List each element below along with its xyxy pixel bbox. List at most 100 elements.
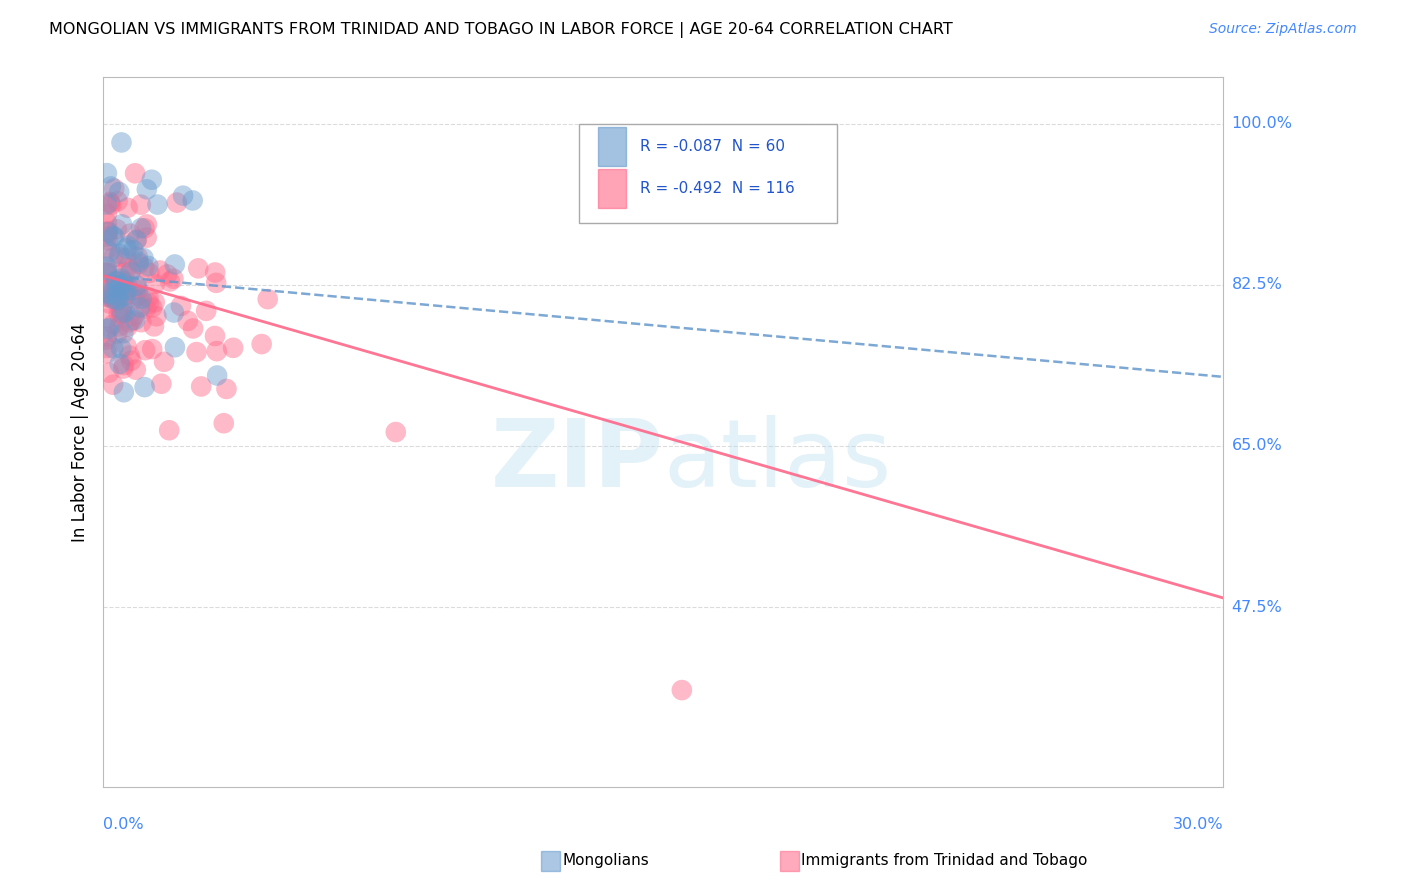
Point — [135, 230, 157, 244]
Point — [96, 333, 118, 347]
Point — [96, 229, 118, 244]
Text: Immigrants from Trinidad and Tobago: Immigrants from Trinidad and Tobago — [801, 854, 1088, 868]
Point — [114, 288, 136, 302]
Point — [97, 224, 120, 238]
Point — [97, 366, 120, 380]
Point — [122, 293, 145, 307]
Text: R = -0.087  N = 60: R = -0.087 N = 60 — [640, 139, 785, 153]
Point — [98, 194, 121, 209]
Point — [143, 295, 166, 310]
Point — [105, 282, 128, 296]
Point — [103, 250, 125, 264]
Point — [98, 244, 121, 259]
Point — [138, 266, 160, 280]
Point — [120, 227, 142, 241]
Point — [181, 321, 204, 335]
Point — [100, 198, 122, 212]
Point — [96, 266, 118, 280]
Point — [110, 278, 132, 293]
Point — [110, 342, 132, 356]
Point — [101, 292, 124, 306]
Point — [105, 222, 128, 236]
Point — [205, 344, 228, 359]
Text: R = -0.492  N = 116: R = -0.492 N = 116 — [640, 181, 794, 196]
Point — [142, 319, 165, 334]
Point — [177, 314, 200, 328]
Point — [96, 311, 118, 326]
Point — [96, 283, 118, 297]
Point — [163, 340, 186, 354]
Text: 100.0%: 100.0% — [1232, 116, 1292, 131]
Point — [96, 166, 118, 180]
Point — [108, 282, 131, 296]
Point — [112, 265, 135, 279]
Point — [204, 265, 226, 279]
Point — [117, 260, 139, 275]
Point — [125, 362, 148, 376]
Point — [129, 221, 152, 235]
Point — [105, 326, 128, 341]
Point — [108, 277, 131, 292]
Text: 82.5%: 82.5% — [1232, 277, 1282, 293]
Point — [111, 299, 134, 313]
Point — [108, 357, 131, 371]
Point — [96, 197, 118, 211]
Point — [97, 234, 120, 248]
Point — [110, 271, 132, 285]
Point — [117, 319, 139, 334]
Point — [96, 329, 118, 343]
Point — [124, 166, 146, 180]
Point — [108, 185, 131, 199]
Point — [134, 343, 156, 358]
Text: MONGOLIAN VS IMMIGRANTS FROM TRINIDAD AND TOBAGO IN LABOR FORCE | AGE 20-64 CORR: MONGOLIAN VS IMMIGRANTS FROM TRINIDAD AN… — [49, 22, 953, 38]
Point — [127, 250, 149, 264]
Point — [112, 277, 135, 291]
Text: 65.0%: 65.0% — [1232, 439, 1282, 453]
Point — [153, 355, 176, 369]
Point — [141, 301, 163, 315]
Point — [384, 425, 406, 439]
Point — [141, 342, 163, 356]
Point — [149, 263, 172, 277]
Point — [110, 304, 132, 318]
Point — [120, 263, 142, 277]
Point — [195, 304, 218, 318]
Point — [172, 188, 194, 202]
Point — [138, 296, 160, 310]
Point — [256, 292, 278, 306]
Point — [108, 319, 131, 334]
Point — [127, 283, 149, 297]
Point — [105, 274, 128, 288]
Point — [122, 243, 145, 257]
Point — [138, 290, 160, 304]
Point — [115, 241, 138, 255]
Point — [98, 296, 121, 310]
Point — [128, 255, 150, 269]
Point — [105, 294, 128, 309]
Point — [107, 194, 129, 209]
Point — [103, 341, 125, 355]
Point — [96, 215, 118, 229]
Point — [141, 173, 163, 187]
Point — [108, 291, 131, 305]
Point — [135, 182, 157, 196]
Point — [125, 288, 148, 302]
Point — [146, 197, 169, 211]
Point — [129, 301, 152, 315]
Point — [157, 423, 180, 437]
Point — [117, 201, 139, 215]
Point — [186, 345, 208, 359]
Point — [122, 309, 145, 323]
Point — [101, 229, 124, 244]
Point — [120, 265, 142, 279]
Point — [114, 288, 136, 302]
Point — [150, 376, 173, 391]
Point — [204, 329, 226, 343]
Point — [145, 310, 167, 324]
Point — [96, 242, 118, 256]
Point — [114, 305, 136, 319]
Point — [131, 292, 153, 306]
Point — [112, 358, 135, 372]
Point — [162, 271, 184, 285]
Point — [96, 260, 118, 274]
